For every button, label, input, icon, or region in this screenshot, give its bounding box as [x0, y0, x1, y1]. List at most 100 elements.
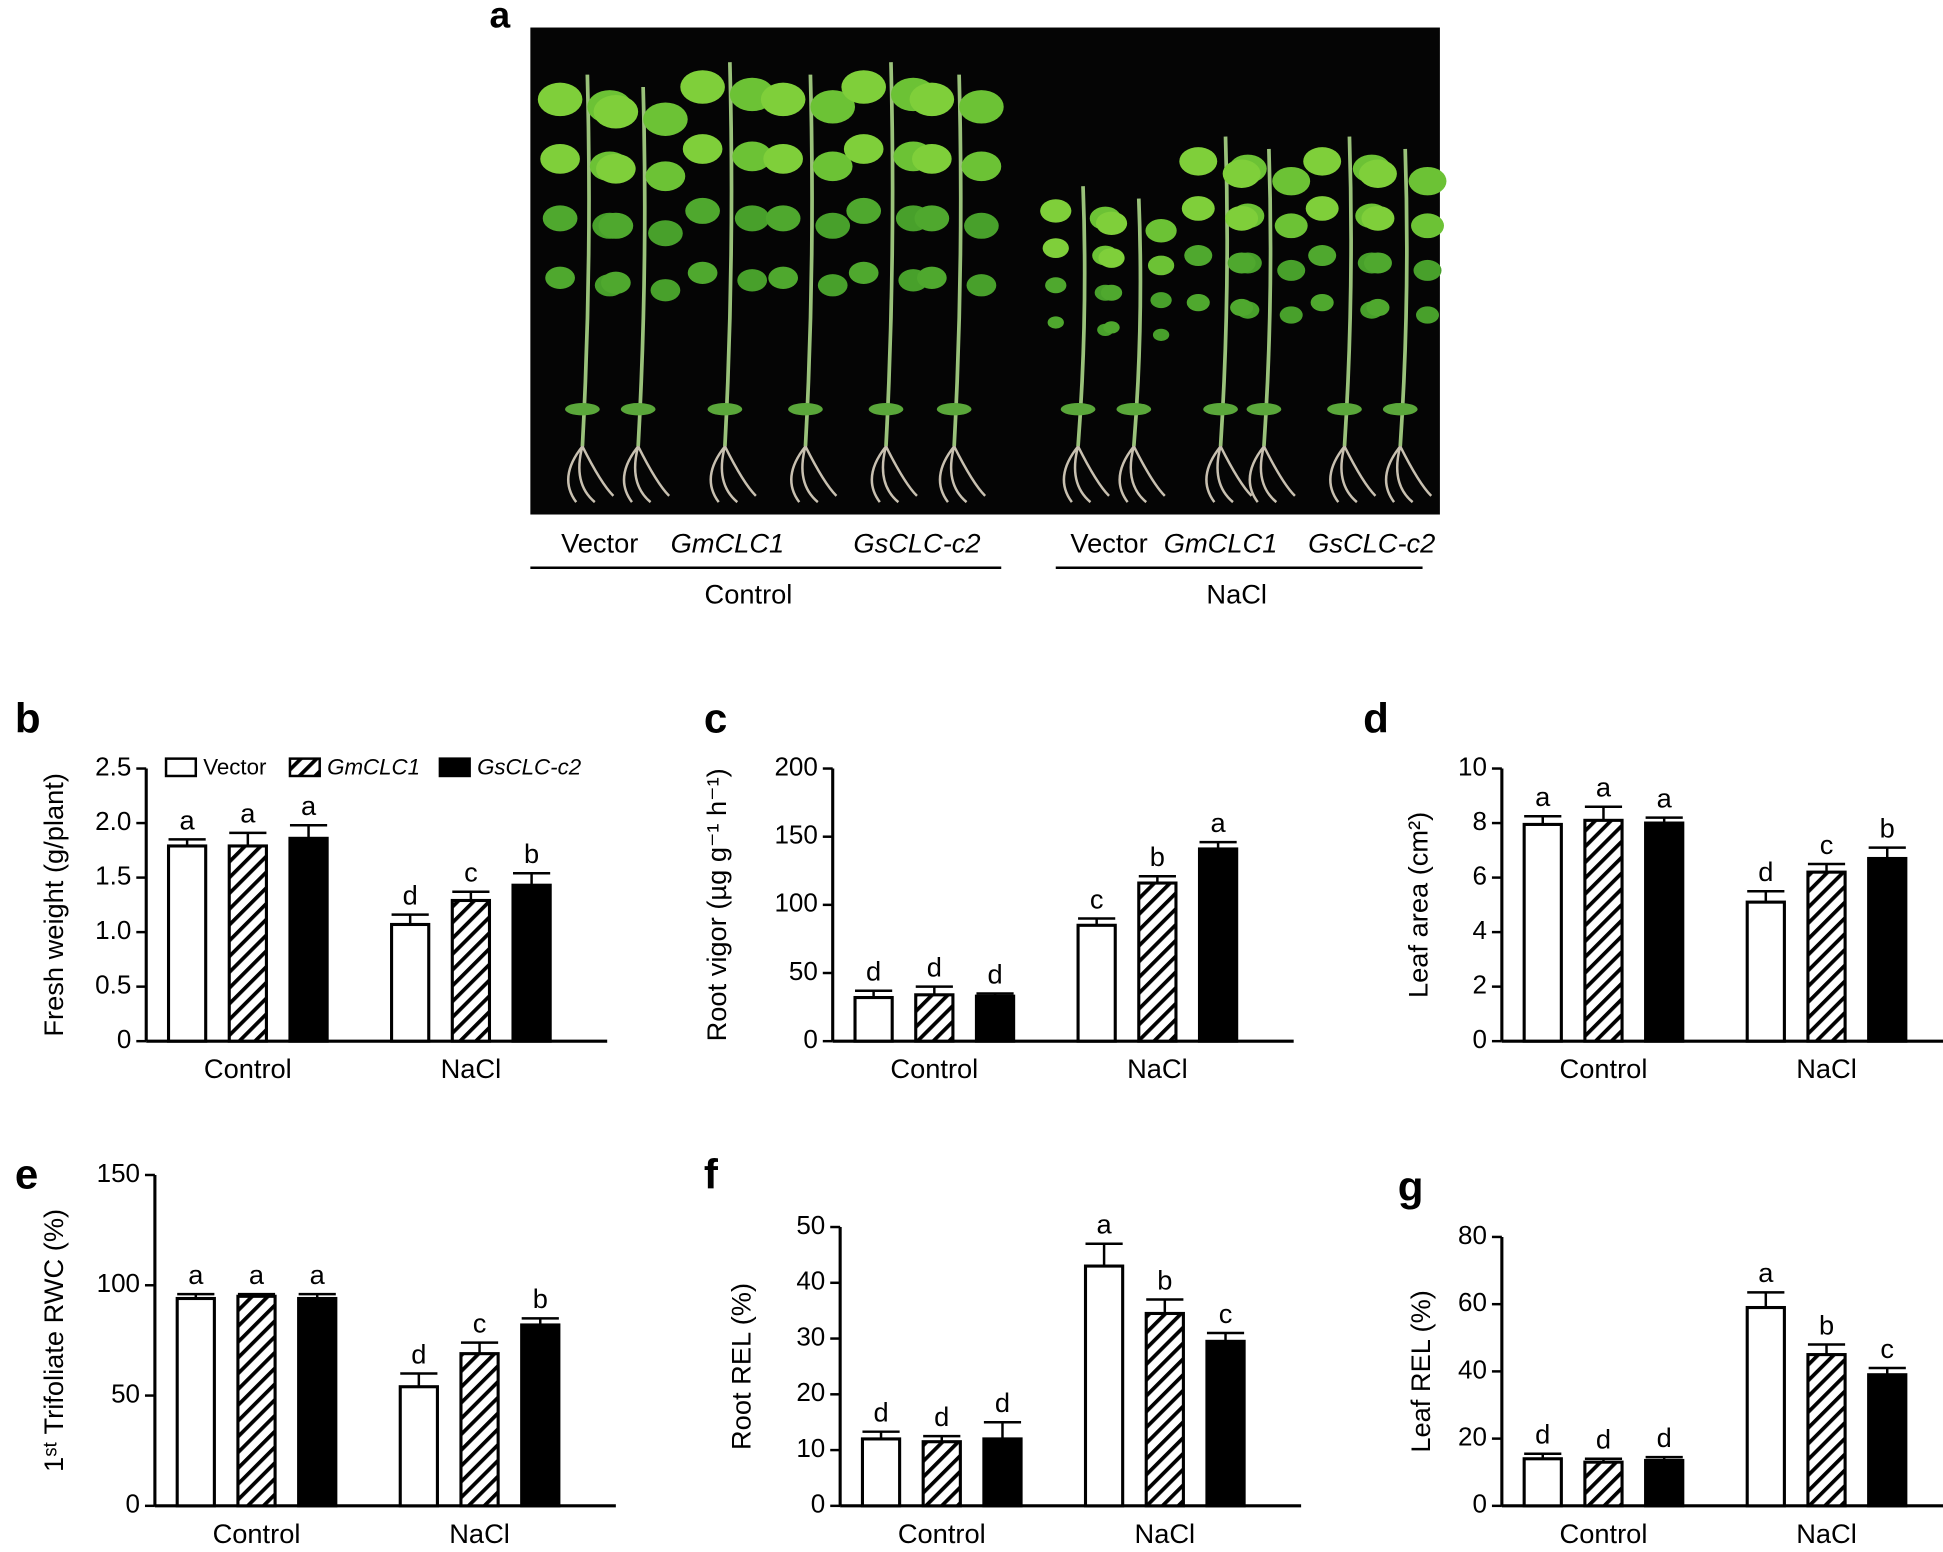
significance-letter: a: [249, 1259, 265, 1290]
roots: [709, 445, 757, 504]
y-axis-label: Leaf REL (%): [1405, 1290, 1436, 1453]
bar: [1522, 1457, 1563, 1508]
leaf: [737, 269, 768, 292]
y-tick-label: 0: [1473, 1489, 1487, 1519]
treatment-label: Control: [705, 579, 793, 610]
significance-letter: d: [411, 1338, 426, 1369]
legend-swatch: [438, 757, 471, 778]
significance-letter: d: [866, 956, 881, 987]
stem: [636, 86, 647, 447]
legend-label: Vector: [203, 754, 267, 779]
legend-swatch: [288, 757, 321, 778]
genotype-label: GmCLC1: [1164, 528, 1278, 559]
leaf: [1047, 316, 1064, 329]
leaf: [1147, 255, 1175, 276]
legend-swatch: [164, 757, 198, 778]
significance-letter: b: [1157, 1264, 1172, 1295]
bar: [236, 1294, 277, 1508]
y-tick-label: 1.5: [95, 860, 131, 890]
cotyledon: [1246, 402, 1282, 416]
y-tick-label: 30: [796, 1321, 825, 1351]
leaf: [848, 261, 879, 285]
y-axis-label: Leaf area (cm²): [1402, 812, 1433, 998]
significance-letter: c: [1090, 883, 1104, 914]
bar: [1745, 1305, 1786, 1508]
bar: [1144, 1311, 1185, 1508]
x-tick-label: Control: [1560, 1053, 1648, 1084]
leaf: [1145, 219, 1177, 243]
leaf: [846, 197, 882, 224]
leaf: [810, 90, 856, 124]
roots: [1384, 445, 1433, 504]
leaf: [1227, 252, 1256, 274]
leaf: [1305, 196, 1339, 221]
y-axis-label: Root REL (%): [726, 1283, 757, 1450]
leaf: [964, 212, 999, 239]
leaf: [1413, 259, 1442, 281]
cotyledon: [936, 402, 972, 416]
y-tick-label: 2: [1473, 970, 1487, 1000]
legend-label: GsCLC-c2: [477, 754, 582, 779]
cotyledon: [1203, 402, 1238, 416]
leaf: [841, 70, 886, 104]
y-axis-label: Root vigor (µg g⁻¹ h⁻¹): [701, 768, 732, 1041]
significance-letter: a: [188, 1259, 204, 1290]
y-tick-label: 100: [774, 888, 817, 918]
x-tick-label: Control: [213, 1518, 301, 1547]
leaf: [843, 134, 884, 164]
significance-letter: a: [240, 798, 256, 829]
leaf: [643, 102, 688, 136]
genotype-label: GsCLC-c2: [1308, 528, 1435, 559]
significance-letter: a: [1097, 1209, 1113, 1240]
y-tick-label: 10: [1458, 751, 1487, 781]
y-tick-label: 40: [1458, 1354, 1487, 1384]
stem: [580, 74, 591, 447]
leaf: [682, 134, 723, 164]
x-tick-label: NaCl: [1135, 1518, 1196, 1547]
leaf: [812, 151, 853, 182]
significance-letter: a: [1758, 1257, 1774, 1288]
cotyledon: [788, 402, 823, 416]
stem: [1131, 198, 1143, 447]
genotype-label: Vector: [561, 528, 638, 559]
leaf: [1040, 199, 1072, 223]
leaf: [1225, 205, 1259, 231]
leaf: [648, 220, 683, 247]
cotyledon: [1327, 402, 1362, 416]
bar: [1806, 1353, 1847, 1508]
y-tick-label: 150: [97, 1158, 140, 1188]
leaf: [645, 161, 686, 192]
significance-letter: b: [524, 838, 539, 869]
bar: [853, 995, 894, 1043]
leaf: [650, 279, 681, 302]
leaf: [1042, 238, 1069, 258]
cotyledon: [1116, 402, 1152, 416]
leaf: [1366, 298, 1390, 317]
y-tick-label: 50: [796, 1210, 825, 1240]
leaf: [680, 70, 725, 104]
y-axis-label: 1ˢᵗ Trifoliate RWC (%): [38, 1209, 69, 1472]
genotype-label: GmCLC1: [671, 528, 785, 559]
leaf: [815, 212, 851, 239]
leaf: [1408, 166, 1447, 196]
leaf: [959, 90, 1004, 124]
bar: [974, 994, 1016, 1043]
panel-label: e: [15, 1151, 38, 1198]
leaf: [768, 266, 799, 289]
leaf: [961, 151, 1002, 182]
leaf: [596, 153, 636, 184]
genotype-label: GsCLC-c2: [853, 528, 980, 559]
leaf: [1279, 306, 1303, 324]
leaf: [540, 144, 580, 174]
roots: [1248, 445, 1296, 504]
bar: [175, 1296, 216, 1508]
significance-letter: d: [1657, 1422, 1672, 1453]
significance-letter: b: [1150, 841, 1165, 872]
leaf: [1045, 277, 1067, 294]
bar: [511, 883, 552, 1043]
bar: [390, 922, 431, 1043]
leaf: [1152, 328, 1170, 341]
bar: [1806, 870, 1847, 1043]
significance-letter: d: [995, 1387, 1010, 1418]
